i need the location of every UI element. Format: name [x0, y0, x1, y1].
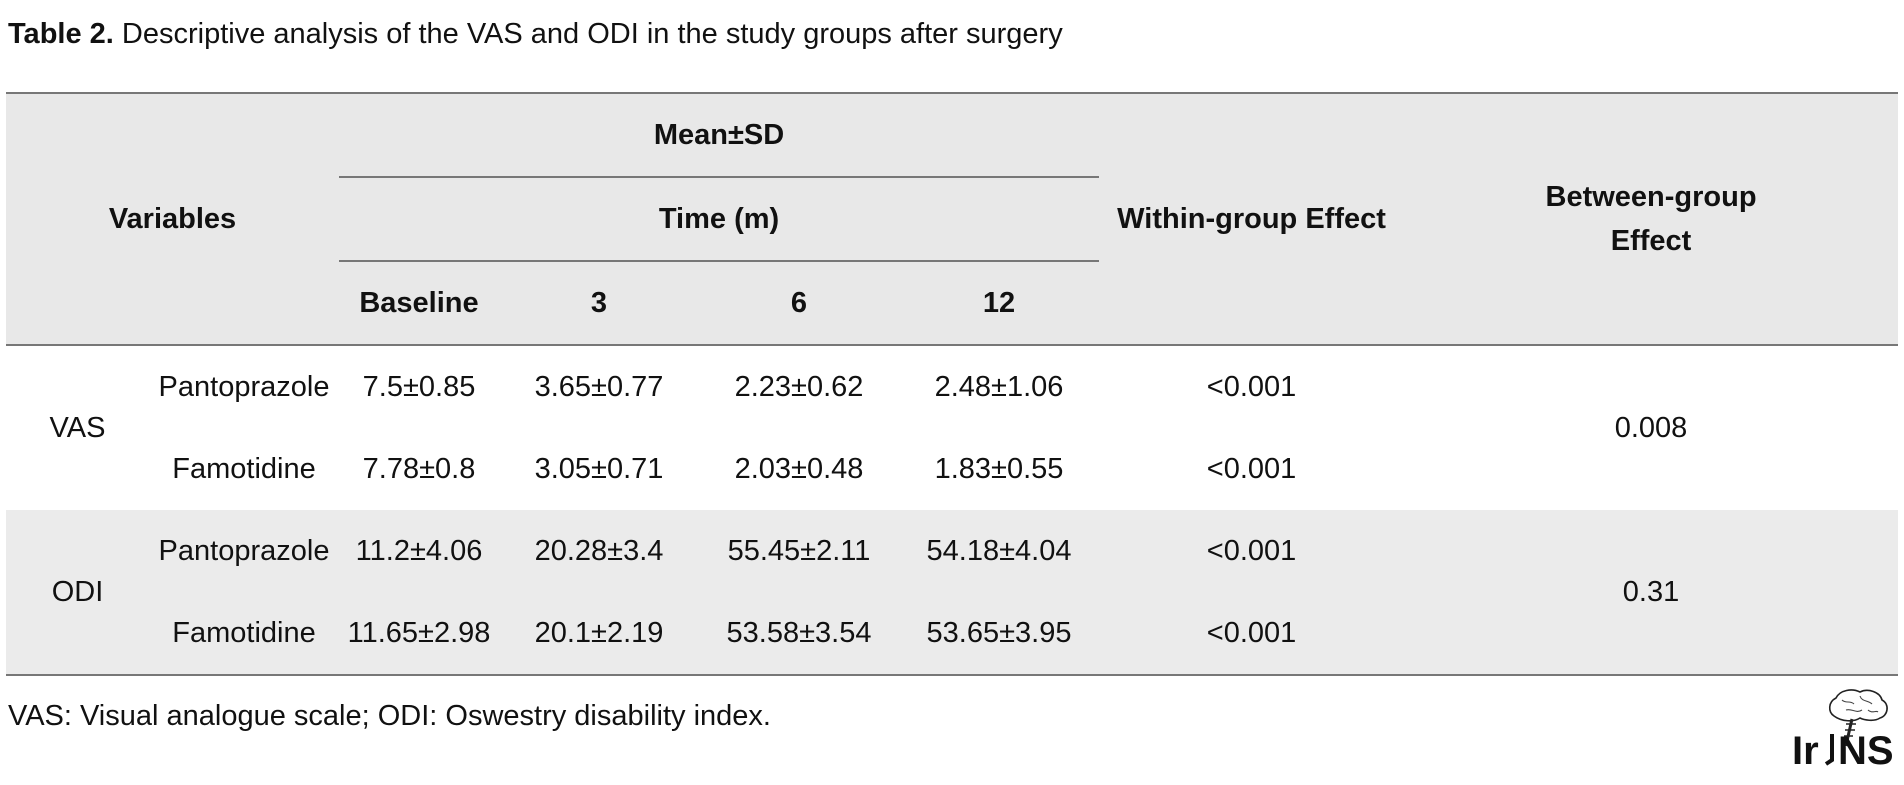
between-cell: 0.31 [1404, 510, 1899, 675]
group-name-cell: ODI [6, 510, 149, 675]
within-cell: <0.001 [1099, 428, 1405, 510]
svg-text:NS: NS [1838, 729, 1894, 768]
within-cell: <0.001 [1099, 510, 1405, 592]
between-cell: 0.008 [1404, 345, 1899, 510]
table-row: VAS Pantoprazole 7.5±0.85 3.65±0.77 2.23… [6, 345, 1899, 510]
within-cell: <0.001 [1099, 592, 1405, 675]
value-cell: 20.1±2.19 [499, 592, 699, 675]
time-3-header: 3 [499, 261, 699, 345]
within-group-header: Within-group Effect [1099, 93, 1405, 345]
table-row: Famotidine 11.65±2.98 20.1±2.19 53.58±3.… [6, 592, 1898, 675]
table-header: Variables Mean±SD Within-group Effect Be… [6, 93, 1899, 345]
value-cell: 53.65±3.95 [899, 592, 1100, 675]
value-cell: 11.65±2.98 [339, 592, 499, 675]
value-cell: 1.83±0.55 [899, 428, 1100, 510]
within-cell: <0.001 [1099, 345, 1405, 428]
table-row: Famotidine 7.78±0.8 3.05±0.71 2.03±0.48 … [6, 428, 1898, 510]
group-name-cell: VAS [6, 345, 149, 510]
value-cell: 3.05±0.71 [499, 428, 699, 510]
drug-cell: Famotidine [149, 592, 339, 675]
brain-logo-icon: Ir NS [1790, 686, 1896, 773]
svg-text:Ir: Ir [1792, 729, 1819, 768]
drug-cell: Famotidine [149, 428, 339, 510]
value-cell: 7.78±0.8 [339, 428, 499, 510]
results-table-container: Variables Mean±SD Within-group Effect Be… [6, 92, 1899, 676]
value-cell: 7.5±0.85 [339, 345, 499, 428]
table-caption: Table 2. Descriptive analysis of the VAS… [8, 18, 1063, 51]
drug-cell: Pantoprazole [149, 345, 339, 428]
time-header: Time (m) [339, 177, 1100, 262]
time-baseline-header: Baseline [339, 261, 499, 345]
value-cell: 2.03±0.48 [699, 428, 899, 510]
drug-cell: Pantoprazole [149, 510, 339, 592]
variables-header: Variables [6, 93, 339, 345]
between-group-header: Between-group Effect [1404, 93, 1899, 345]
time-12-header: 12 [899, 261, 1100, 345]
time-6-header: 6 [699, 261, 899, 345]
table-body: VAS Pantoprazole 7.5±0.85 3.65±0.77 2.23… [6, 345, 1899, 675]
value-cell: 20.28±3.4 [499, 510, 699, 592]
caption-text: Descriptive analysis of the VAS and ODI … [113, 18, 1063, 50]
value-cell: 55.45±2.11 [699, 510, 899, 592]
table-footnote: VAS: Visual analogue scale; ODI: Oswestr… [8, 700, 771, 732]
results-table: Variables Mean±SD Within-group Effect Be… [6, 92, 1899, 676]
value-cell: 2.48±1.06 [899, 345, 1100, 428]
value-cell: 11.2±4.06 [339, 510, 499, 592]
value-cell: 54.18±4.04 [899, 510, 1100, 592]
value-cell: 53.58±3.54 [699, 592, 899, 675]
table-row: ODI Pantoprazole 11.2±4.06 20.28±3.4 55.… [6, 510, 1899, 675]
caption-label: Table 2. [8, 18, 114, 50]
value-cell: 3.65±0.77 [499, 345, 699, 428]
value-cell: 2.23±0.62 [699, 345, 899, 428]
mean-sd-header: Mean±SD [339, 93, 1100, 178]
